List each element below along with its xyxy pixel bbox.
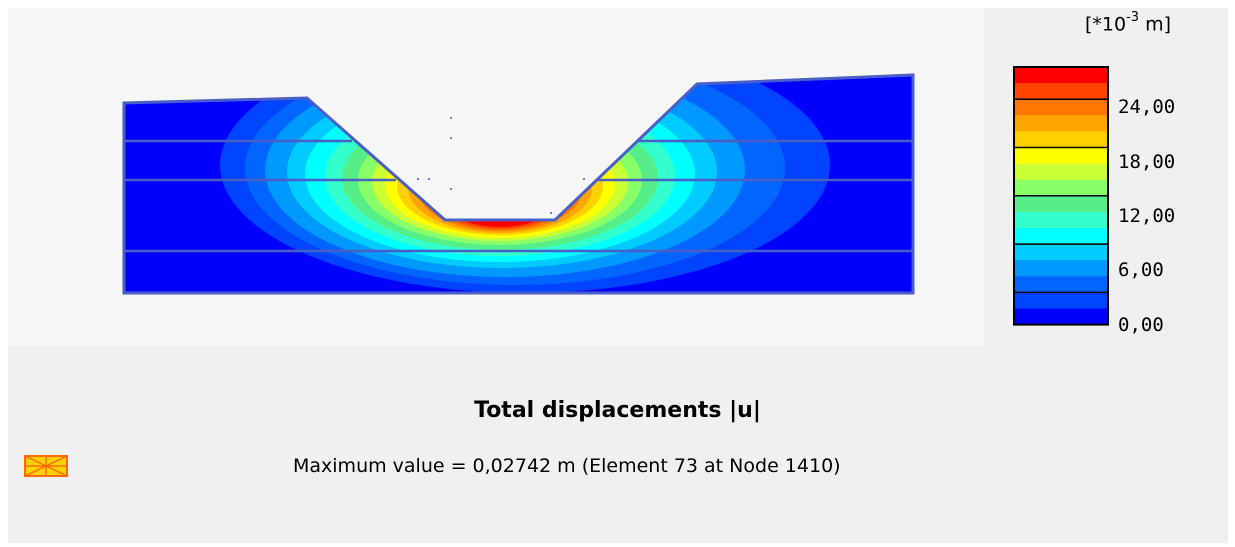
legend-tick: 18,00 <box>1118 151 1176 173</box>
legend-color-band <box>1014 99 1108 116</box>
legend-tick: 0,00 <box>1118 314 1164 336</box>
legend-color-band <box>1014 163 1108 181</box>
legend-tick: 24,00 <box>1118 96 1176 118</box>
legend-color-band <box>1014 260 1108 277</box>
legend-color-band <box>1014 115 1108 132</box>
legend-color-band <box>1014 276 1108 293</box>
legend-border <box>1013 66 1109 326</box>
displacement-contour-plot[interactable] <box>0 0 1000 350</box>
legend-color-band <box>1014 147 1108 165</box>
legend-color-band <box>1014 228 1108 245</box>
maximum-value-text: Maximum value = 0,02742 m (Element 73 at… <box>293 455 841 477</box>
plot-title: Total displacements |u| <box>474 398 761 423</box>
legend-tick: 6,00 <box>1118 259 1164 281</box>
legend-color-band <box>1014 179 1108 197</box>
legend-color-band <box>1014 244 1108 261</box>
color-legend-bar <box>1013 66 1109 326</box>
mesh-points <box>417 117 585 214</box>
legend-color-band <box>1014 131 1108 148</box>
legend-color-band <box>1014 308 1108 326</box>
legend-tick: 12,00 <box>1118 205 1176 227</box>
legend-unit-label: [*10-3 m] <box>1085 10 1172 36</box>
max-value-marker-icon[interactable] <box>24 455 68 477</box>
legend-color-band <box>1014 67 1108 84</box>
legend-color-band <box>1014 195 1108 213</box>
legend-color-band <box>1014 292 1108 309</box>
contour-bands <box>124 75 913 293</box>
legend-color-band <box>1014 83 1108 100</box>
legend-color-band <box>1014 211 1108 229</box>
soil-layer-boundaries <box>122 73 915 295</box>
